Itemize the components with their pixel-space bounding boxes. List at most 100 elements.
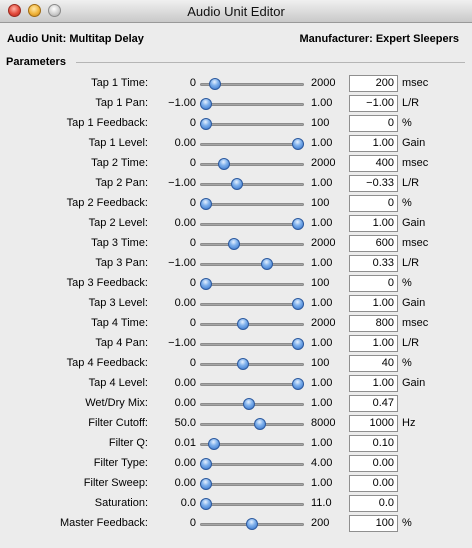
parameter-slider-track[interactable] xyxy=(200,283,304,286)
parameter-value-field[interactable]: 0.0 xyxy=(349,495,398,512)
parameter-slider-track[interactable] xyxy=(200,123,304,126)
parameter-slider-track[interactable] xyxy=(200,83,304,86)
parameter-value-field[interactable]: 0.33 xyxy=(349,255,398,272)
parameter-value-field[interactable]: 600 xyxy=(349,235,398,252)
parameter-label: Master Feedback: xyxy=(59,517,148,529)
parameter-value-field[interactable]: −1.00 xyxy=(349,95,398,112)
parameter-row: Filter Sweep: 0.00 1.00 0.00 xyxy=(0,474,472,494)
parameters-section-label: Parameters xyxy=(6,56,66,68)
parameter-value-field[interactable]: 1.00 xyxy=(349,335,398,352)
parameter-slider-track[interactable] xyxy=(200,143,304,146)
parameter-value-field[interactable]: 40 xyxy=(349,355,398,372)
parameter-row: Tap 4 Pan: −1.00 1.00 1.00 L/R xyxy=(0,334,472,354)
parameter-max-label: 2000 xyxy=(311,237,336,249)
parameter-min-label: 0.01 xyxy=(174,437,196,449)
parameter-slider-track[interactable] xyxy=(200,343,304,346)
parameter-row: Tap 2 Level: 0.00 1.00 1.00 Gain xyxy=(0,214,472,234)
parameter-row: Tap 3 Level: 0.00 1.00 1.00 Gain xyxy=(0,294,472,314)
parameter-value-field[interactable]: 1.00 xyxy=(349,215,398,232)
parameter-slider-thumb[interactable] xyxy=(237,318,249,330)
parameter-value-field[interactable]: 0.00 xyxy=(349,475,398,492)
parameter-slider-track[interactable] xyxy=(200,243,304,246)
parameter-slider-track[interactable] xyxy=(200,423,304,426)
parameter-slider-track[interactable] xyxy=(200,383,304,386)
parameter-row: Tap 2 Feedback: 0 100 0% xyxy=(0,194,472,214)
parameter-min-label: 0 xyxy=(189,277,196,289)
parameter-label: Tap 1 Level: xyxy=(88,137,148,149)
parameter-slider-thumb[interactable] xyxy=(209,78,221,90)
parameter-unit-label: % xyxy=(402,197,412,209)
parameter-unit-label: Gain xyxy=(402,217,426,229)
audio-unit-name: Audio Unit: Multitap Delay xyxy=(7,33,144,45)
parameter-slider-track[interactable] xyxy=(200,363,304,366)
parameter-unit-label: Gain xyxy=(402,377,426,389)
parameter-slider-track[interactable] xyxy=(200,323,304,326)
parameter-value-field[interactable]: 1.00 xyxy=(349,375,398,392)
parameter-slider-thumb[interactable] xyxy=(200,498,212,510)
parameter-slider-thumb[interactable] xyxy=(200,478,212,490)
parameter-min-label: 0.0 xyxy=(180,497,196,509)
parameter-slider-track[interactable] xyxy=(200,223,304,226)
parameter-unit-label: msec xyxy=(402,77,429,89)
parameter-row: Tap 1 Level: 0.00 1.00 1.00 Gain xyxy=(0,134,472,154)
parameter-slider-track[interactable] xyxy=(200,103,304,106)
minimize-button[interactable] xyxy=(28,4,41,17)
parameter-max-label: 1.00 xyxy=(311,337,333,349)
parameter-unit-label: L/R xyxy=(402,337,420,349)
parameter-slider-thumb[interactable] xyxy=(228,238,240,250)
parameter-slider-thumb[interactable] xyxy=(261,258,273,270)
parameter-value-field[interactable]: 200 xyxy=(349,75,398,92)
parameter-slider-thumb[interactable] xyxy=(237,358,249,370)
parameter-slider-thumb[interactable] xyxy=(292,338,304,350)
parameter-slider-thumb[interactable] xyxy=(200,278,212,290)
parameter-value-field[interactable]: 400 xyxy=(349,155,398,172)
parameter-slider-thumb[interactable] xyxy=(292,378,304,390)
parameter-row: Filter Type: 0.00 4.00 0.00 xyxy=(0,454,472,474)
parameter-slider-thumb[interactable] xyxy=(218,158,230,170)
parameter-value-field[interactable]: 1000 xyxy=(349,415,398,432)
parameter-slider-thumb[interactable] xyxy=(254,418,266,430)
parameter-slider-thumb[interactable] xyxy=(200,198,212,210)
parameter-slider-track[interactable] xyxy=(200,483,304,486)
parameter-value-field[interactable]: 0.00 xyxy=(349,455,398,472)
parameter-value-field[interactable]: −0.33 xyxy=(349,175,398,192)
parameter-max-label: 1.00 xyxy=(311,297,333,309)
parameter-slider-thumb[interactable] xyxy=(208,438,220,450)
parameter-slider-track[interactable] xyxy=(200,183,304,186)
parameter-min-label: 0 xyxy=(189,517,196,529)
parameter-slider-track[interactable] xyxy=(200,503,304,506)
parameter-label: Saturation: xyxy=(94,497,148,509)
parameter-slider-track[interactable] xyxy=(200,163,304,166)
parameter-row: Tap 3 Time: 0 2000 600 msec xyxy=(0,234,472,254)
parameter-slider-thumb[interactable] xyxy=(243,398,255,410)
parameter-value-field[interactable]: 0 xyxy=(349,275,398,292)
parameter-slider-track[interactable] xyxy=(200,263,304,266)
parameter-slider-track[interactable] xyxy=(200,443,304,446)
parameter-value-field[interactable]: 0.10 xyxy=(349,435,398,452)
parameter-value-field[interactable]: 100 xyxy=(349,515,398,532)
parameter-unit-label: % xyxy=(402,517,412,529)
parameter-slider-thumb[interactable] xyxy=(292,138,304,150)
parameter-value-field[interactable]: 0.47 xyxy=(349,395,398,412)
parameter-slider-thumb[interactable] xyxy=(231,178,243,190)
parameter-value-field[interactable]: 1.00 xyxy=(349,135,398,152)
parameter-value-field[interactable]: 1.00 xyxy=(349,295,398,312)
close-button[interactable] xyxy=(8,4,21,17)
parameter-slider-thumb[interactable] xyxy=(200,458,212,470)
parameter-slider-thumb[interactable] xyxy=(292,298,304,310)
parameter-value-field[interactable]: 800 xyxy=(349,315,398,332)
parameter-max-label: 1.00 xyxy=(311,257,333,269)
zoom-button[interactable] xyxy=(48,4,61,17)
parameter-slider-thumb[interactable] xyxy=(246,518,258,530)
parameter-slider-track[interactable] xyxy=(200,203,304,206)
parameter-value-field[interactable]: 0 xyxy=(349,195,398,212)
parameter-value-field[interactable]: 0 xyxy=(349,115,398,132)
parameter-label: Tap 4 Pan: xyxy=(95,337,148,349)
parameter-unit-label: L/R xyxy=(402,257,420,269)
parameter-slider-track[interactable] xyxy=(200,463,304,466)
parameter-slider-thumb[interactable] xyxy=(200,98,212,110)
parameter-slider-thumb[interactable] xyxy=(200,118,212,130)
parameter-slider-track[interactable] xyxy=(200,303,304,306)
parameter-slider-thumb[interactable] xyxy=(292,218,304,230)
